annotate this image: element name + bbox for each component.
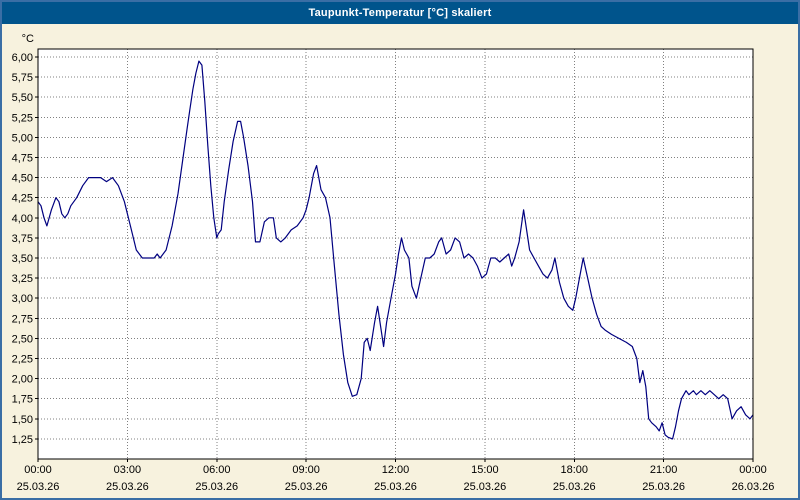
x-tick-time-label: 12:00: [382, 464, 410, 476]
x-tick-time-label: 21:00: [650, 464, 678, 476]
x-tick-date-label: 25.03.26: [17, 481, 60, 493]
x-tick-time-label: 00:00: [24, 464, 52, 476]
dewpoint-series-line: [37, 60, 754, 440]
y-tick-label: 4,25: [12, 193, 33, 205]
y-tick-label: 4,75: [12, 153, 33, 165]
x-tick-date-label: 25.03.26: [642, 481, 685, 493]
y-tick-label: 5,00: [12, 132, 33, 144]
window-title-bar[interactable]: Taupunkt-Temperatur [°C] skaliert: [2, 2, 798, 24]
y-tick-label: 6,00: [12, 52, 33, 64]
y-tick-label: 4,50: [12, 173, 33, 185]
y-tick-label: 1,50: [12, 414, 33, 426]
x-tick-date-label: 25.03.26: [195, 481, 238, 493]
x-tick-time-label: 15:00: [471, 464, 499, 476]
y-tick-label: 5,25: [12, 112, 33, 124]
x-tick-time-label: 00:00: [739, 464, 767, 476]
x-tick-date-label: 26.03.26: [732, 481, 775, 493]
y-tick-label: 4,00: [12, 213, 33, 225]
y-tick-label: 5,75: [12, 72, 33, 84]
y-tick-label: 2,25: [12, 354, 33, 366]
y-tick-label: 3,75: [12, 233, 33, 245]
y-tick-label: 3,50: [12, 253, 33, 265]
x-tick-time-label: 06:00: [203, 464, 231, 476]
window-title: Taupunkt-Temperatur [°C] skaliert: [308, 7, 492, 19]
y-tick-label: 3,25: [12, 273, 33, 285]
y-tick-label: 1,25: [12, 434, 33, 446]
y-tick-label: 5,50: [12, 92, 33, 104]
y-tick-label: 1,75: [12, 394, 33, 406]
x-tick-date-label: 25.03.26: [463, 481, 506, 493]
x-tick-time-label: 18:00: [560, 464, 588, 476]
y-tick-label: 3,00: [12, 293, 33, 305]
x-tick-date-label: 25.03.26: [285, 481, 328, 493]
y-axis-unit-label: °C: [22, 33, 34, 45]
y-tick-label: 2,00: [12, 374, 33, 386]
x-tick-date-label: 25.03.26: [106, 481, 149, 493]
x-tick-time-label: 09:00: [292, 464, 320, 476]
x-tick-date-label: 25.03.26: [374, 481, 417, 493]
y-tick-label: 2,75: [12, 313, 33, 325]
x-tick-time-label: 03:00: [114, 464, 142, 476]
y-tick-label: 2,50: [12, 333, 33, 345]
x-tick-date-label: 25.03.26: [553, 481, 596, 493]
